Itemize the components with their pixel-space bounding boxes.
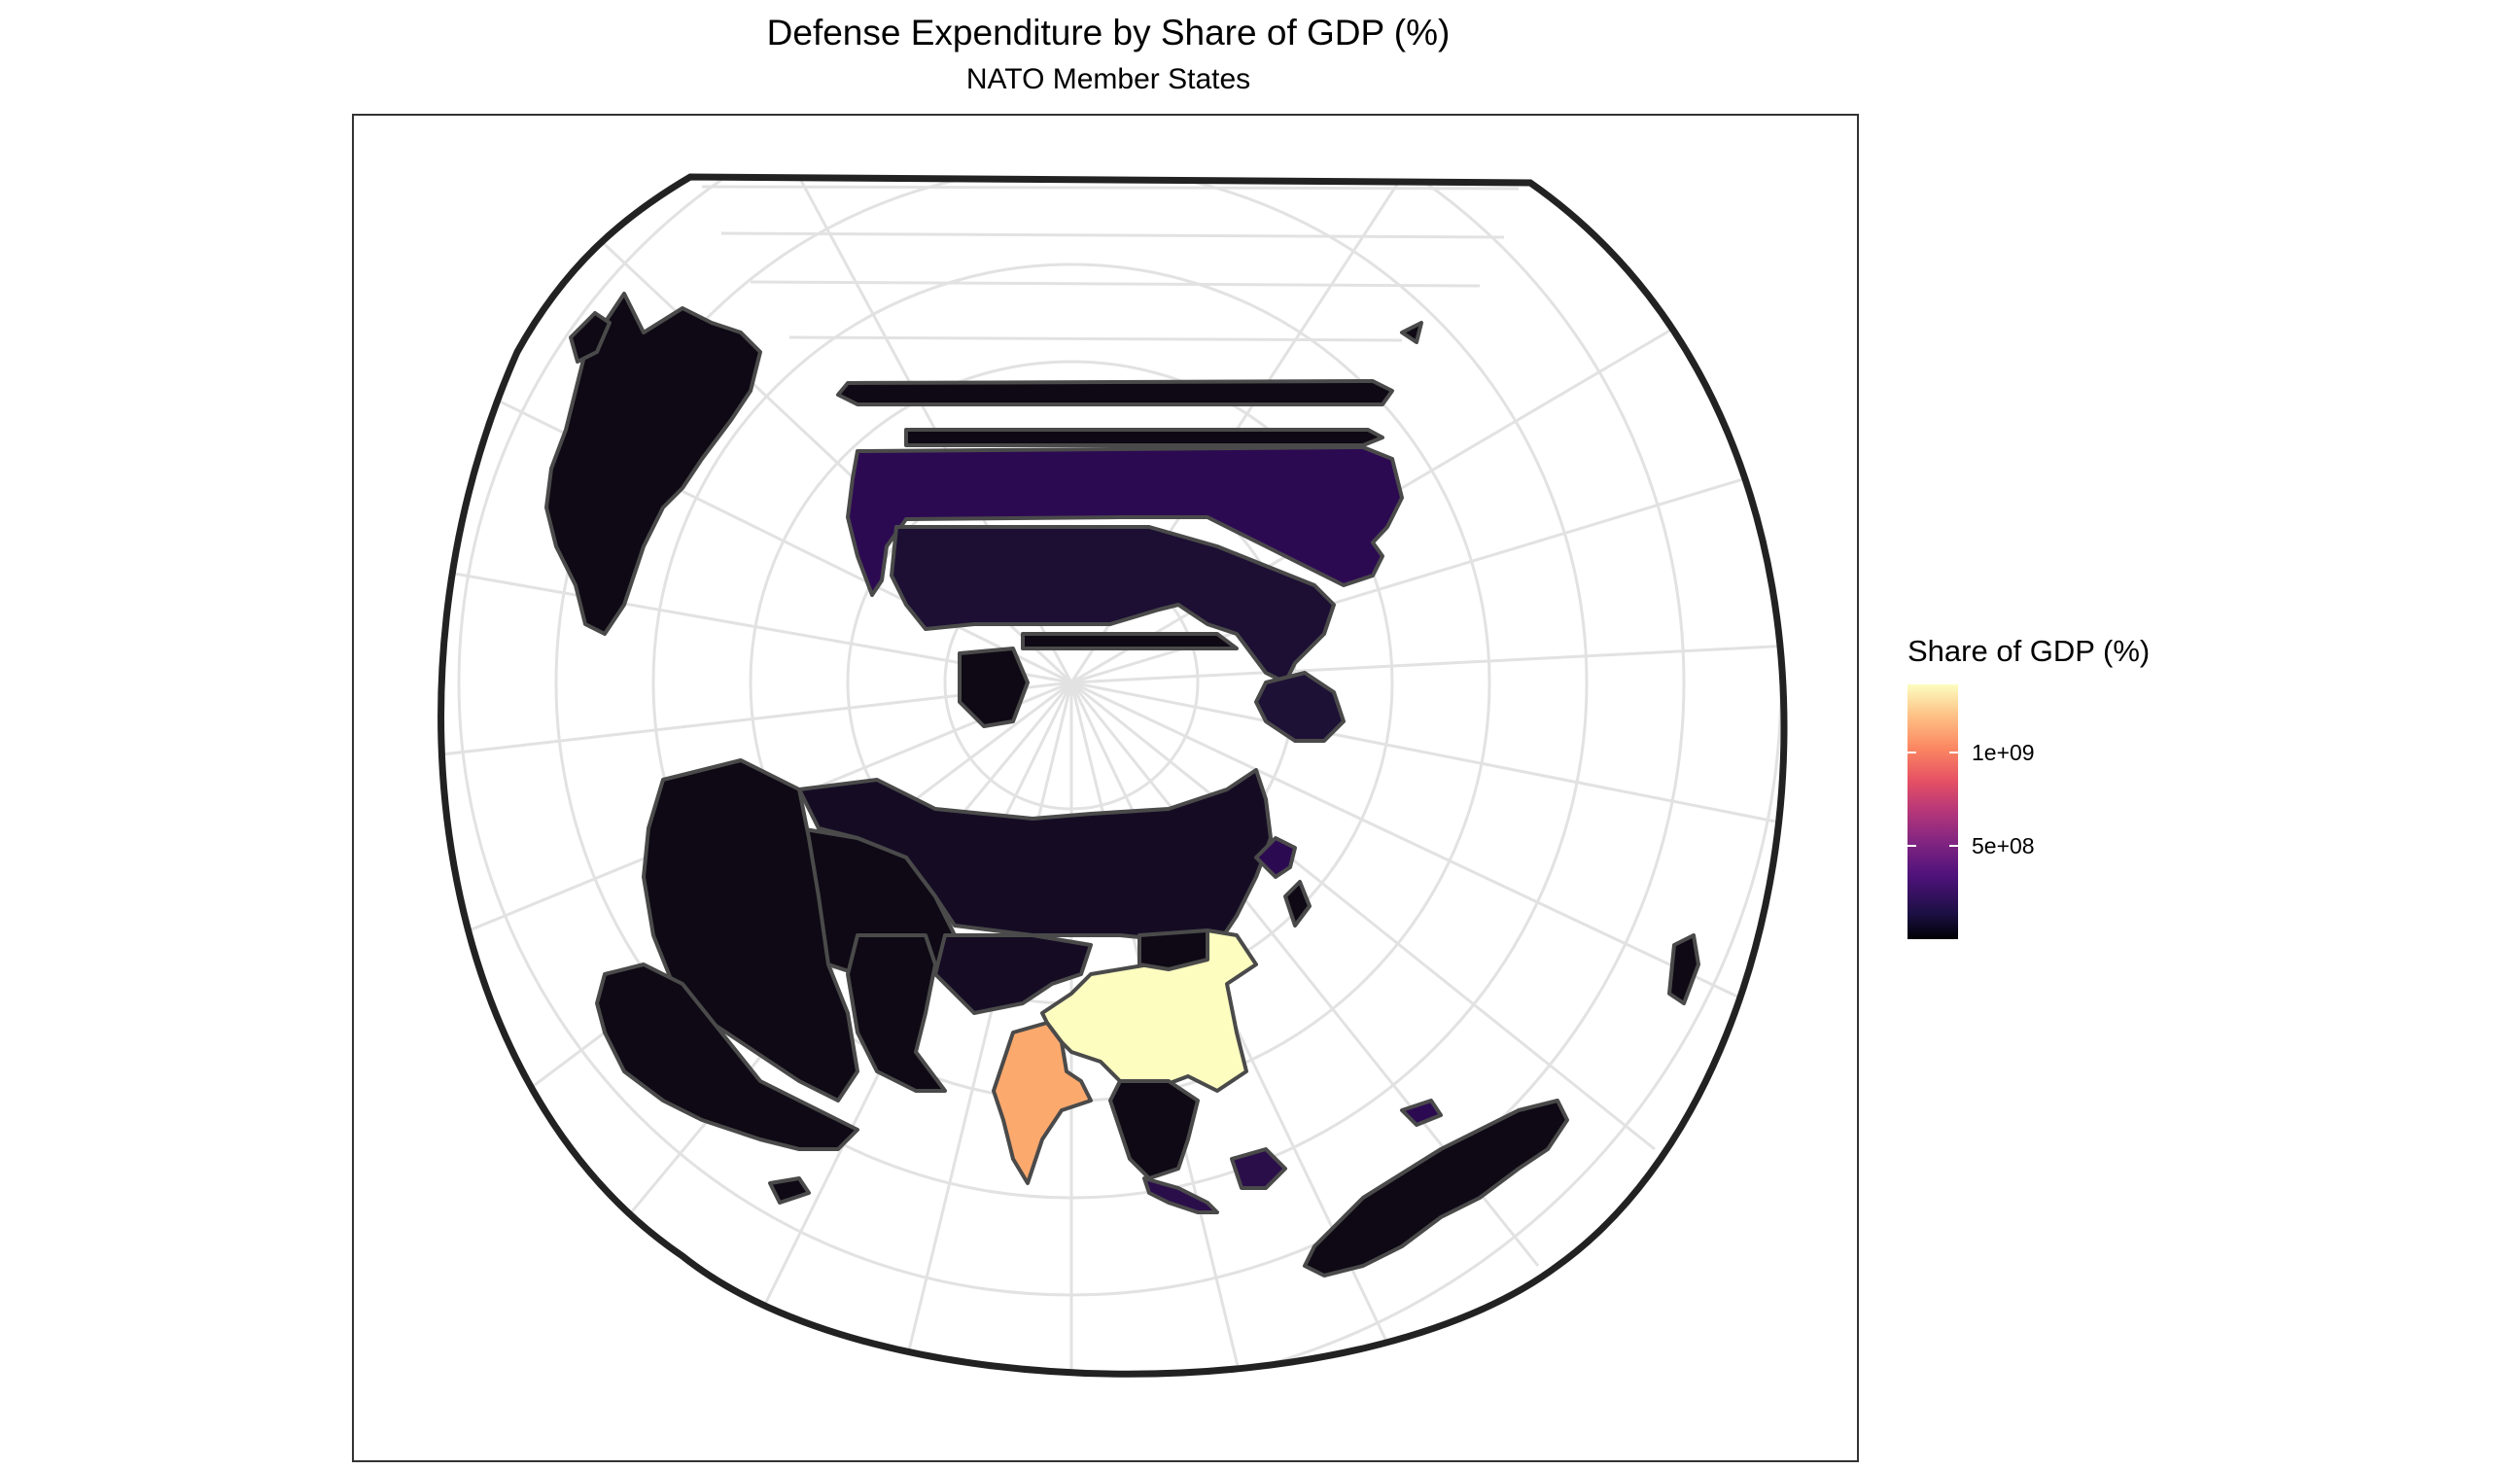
region-indonesia — [1142, 1176, 1219, 1214]
region-australia — [1303, 1099, 1569, 1278]
region-arctic-band — [904, 428, 1384, 447]
land — [544, 292, 1700, 1278]
map-svg — [438, 173, 1788, 1378]
region-arctic-band — [1021, 632, 1239, 650]
region-mongolia — [1138, 928, 1209, 971]
region-arctic-band — [836, 379, 1394, 406]
region-island — [1400, 321, 1423, 344]
region-central-asia — [933, 933, 1093, 1015]
region-united-states — [846, 445, 1404, 597]
region-west-africa — [595, 962, 859, 1151]
region-central-island — [958, 647, 1030, 728]
region-southeast-asia — [1108, 1079, 1200, 1180]
globe-background — [440, 177, 1785, 1375]
map-panel — [352, 114, 1859, 1462]
graticule-parallel — [720, 231, 1505, 239]
graticule-meridian — [894, 682, 1073, 1375]
region-south-america — [1254, 671, 1346, 743]
graticule-parallel — [750, 280, 1481, 288]
legend: Share of GDP (%) 1e+09 5e+08 — [1908, 634, 2219, 945]
region-canada — [544, 292, 762, 636]
graticule-meridian — [1070, 681, 1753, 1005]
graticule-meridian — [1070, 681, 1656, 1151]
region-india — [992, 1021, 1093, 1185]
globe-outline — [438, 173, 1788, 1378]
region-new-zealand — [1667, 933, 1700, 1005]
graticule-meridian — [1070, 292, 1733, 684]
chart-title: Defense Expenditure by Share of GDP (%) — [766, 13, 1451, 52]
legend-colorbar — [1908, 684, 1958, 939]
region-arabia — [846, 933, 947, 1093]
region-japan — [1283, 880, 1312, 928]
region-korea — [1254, 836, 1297, 879]
graticule-parallel — [701, 185, 1520, 191]
region-madagascar — [768, 1176, 811, 1205]
chart-subtitle: NATO Member States — [965, 63, 1251, 95]
graticule-meridian — [1070, 681, 1785, 830]
region-new-guinea — [1400, 1099, 1443, 1127]
region-borneo — [1230, 1147, 1287, 1190]
graticule-meridian — [593, 682, 1073, 1257]
region-mexico — [890, 525, 1336, 684]
graticule-parallel — [788, 335, 1403, 342]
region-greenland — [569, 311, 612, 364]
region-africa — [642, 758, 859, 1102]
legend-tick-label: 1e+09 — [1972, 740, 2035, 765]
legend-tick-label: 5e+08 — [1972, 833, 2035, 858]
graticule-meridian — [1070, 642, 1785, 684]
legend-title: Share of GDP (%) — [1908, 634, 2151, 668]
